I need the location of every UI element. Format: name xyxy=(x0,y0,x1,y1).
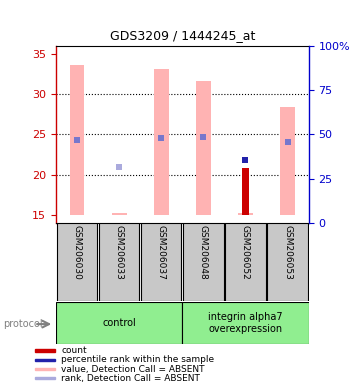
Text: count: count xyxy=(61,346,87,355)
Bar xyxy=(280,107,295,215)
Text: control: control xyxy=(102,318,136,328)
Point xyxy=(74,137,80,143)
Point xyxy=(243,157,248,163)
Point xyxy=(116,164,122,170)
Text: rank, Detection Call = ABSENT: rank, Detection Call = ABSENT xyxy=(61,374,200,383)
Bar xyxy=(238,214,253,215)
Point xyxy=(158,135,164,141)
Bar xyxy=(112,214,126,215)
Bar xyxy=(225,223,266,301)
Text: percentile rank within the sample: percentile rank within the sample xyxy=(61,355,214,364)
Text: GSM206052: GSM206052 xyxy=(241,225,250,280)
Text: value, Detection Call = ABSENT: value, Detection Call = ABSENT xyxy=(61,364,205,374)
Text: GSM206030: GSM206030 xyxy=(73,225,82,280)
Bar xyxy=(183,223,223,301)
Bar xyxy=(141,223,182,301)
Bar xyxy=(154,69,169,215)
Bar xyxy=(268,223,308,301)
Bar xyxy=(70,65,84,215)
Text: GSM206048: GSM206048 xyxy=(199,225,208,280)
Text: protocol: protocol xyxy=(4,319,43,329)
Bar xyxy=(182,302,309,344)
Text: integrin alpha7
overexpression: integrin alpha7 overexpression xyxy=(208,312,283,334)
Text: GSM206033: GSM206033 xyxy=(115,225,123,280)
Bar xyxy=(35,349,55,352)
Text: GSM206037: GSM206037 xyxy=(157,225,166,280)
Bar xyxy=(35,377,55,379)
Bar xyxy=(196,81,211,215)
Point xyxy=(200,134,206,140)
Bar xyxy=(35,368,55,370)
Bar xyxy=(242,168,249,215)
Point xyxy=(285,139,291,146)
Bar xyxy=(35,359,55,361)
Bar xyxy=(57,223,97,301)
Text: GSM206053: GSM206053 xyxy=(283,225,292,280)
Bar xyxy=(56,302,182,344)
Title: GDS3209 / 1444245_at: GDS3209 / 1444245_at xyxy=(110,29,255,42)
Bar xyxy=(99,223,139,301)
